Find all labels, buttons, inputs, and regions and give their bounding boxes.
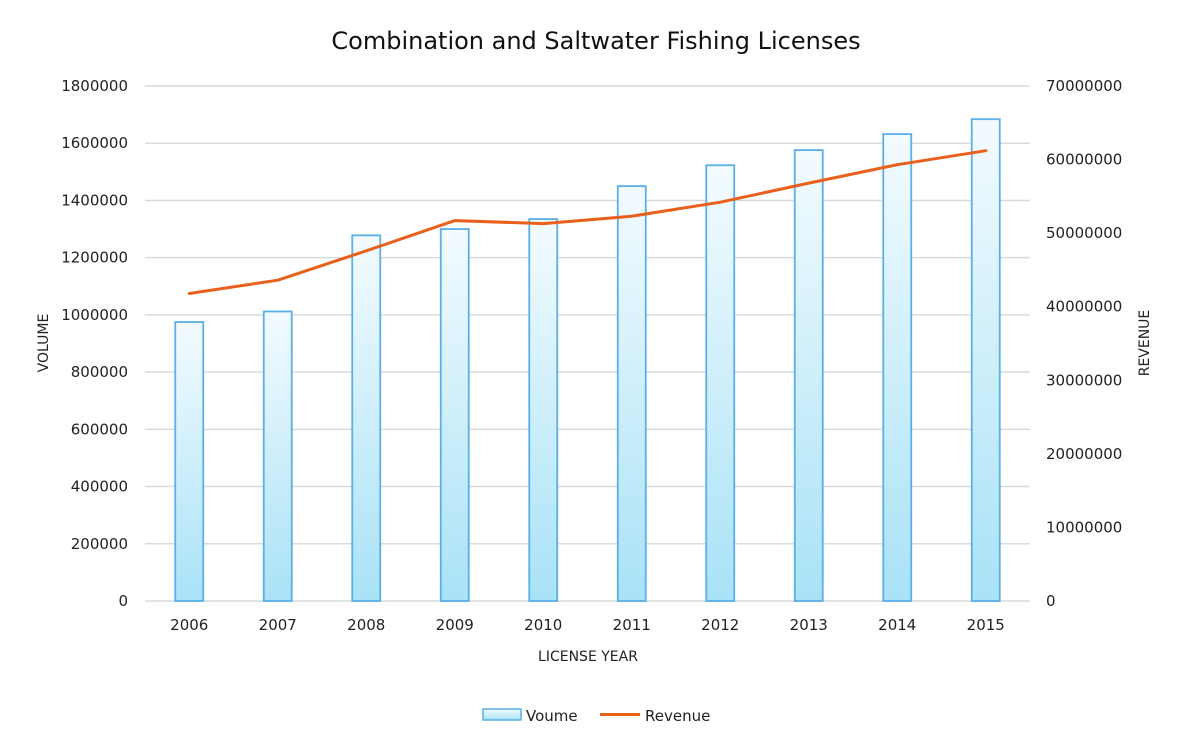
y-right-tick-label: 70000000 — [1046, 77, 1122, 95]
legend-label-volume: Voume — [526, 707, 578, 725]
x-tick-label: 2012 — [701, 616, 739, 634]
y-right-tick-label: 60000000 — [1046, 151, 1122, 169]
bar-volume-2011 — [616, 185, 647, 602]
y-left-tick-label: 200000 — [71, 535, 128, 553]
y-right-tick-label: 20000000 — [1046, 445, 1122, 463]
y-axis-left-ticks: 0 200000 400000 600000 800000 1000000 1200000 1… — [61, 77, 128, 610]
x-tick-label: 2008 — [347, 616, 385, 634]
y-right-tick-label: 40000000 — [1046, 298, 1122, 316]
x-tick-label: 2009 — [436, 616, 474, 634]
y-left-tick-label: 600000 — [71, 420, 128, 438]
legend: Voume Revenue — [482, 707, 710, 725]
y-left-tick-label: 1000000 — [61, 306, 128, 324]
y-left-tick-label: 1200000 — [61, 249, 128, 267]
x-tick-label: 2015 — [967, 616, 1005, 634]
y-axis-right-label: REVENUE — [1137, 310, 1153, 377]
bar-volume-2009 — [439, 228, 470, 602]
y-left-tick-label: 400000 — [71, 478, 128, 496]
x-tick-label: 2007 — [259, 616, 297, 634]
bar-volume-2013 — [793, 149, 824, 602]
x-tick-label: 2013 — [790, 616, 828, 634]
y-left-tick-label: 0 — [118, 592, 128, 610]
y-right-tick-label: 0 — [1046, 592, 1056, 610]
bar-volume-2008 — [351, 234, 382, 602]
bar-volume-2010 — [528, 218, 559, 602]
y-axis-right-ticks: 0 10000000 20000000 30000000 40000000 5000000… — [1046, 77, 1122, 610]
y-right-tick-label: 10000000 — [1046, 518, 1122, 536]
y-left-tick-label: 1600000 — [61, 134, 128, 152]
y-right-tick-label: 30000000 — [1046, 371, 1122, 389]
y-left-tick-label: 800000 — [71, 363, 128, 381]
bar-volume-2012 — [705, 164, 736, 602]
chart-title: Combination and Saltwater Fishing Licens… — [331, 27, 860, 55]
x-tick-label: 2014 — [878, 616, 916, 634]
revenue-line-group — [187, 149, 988, 295]
x-axis-label: LICENSE YEAR — [538, 649, 638, 665]
legend-label-revenue: Revenue — [645, 707, 710, 725]
bar-volume-2007 — [262, 310, 293, 602]
x-axis-ticks: 2006 2007 2008 2009 2010 2011 2012 2013 2014 2015 — [170, 616, 1005, 634]
y-left-tick-label: 1400000 — [61, 191, 128, 209]
x-tick-label: 2006 — [170, 616, 208, 634]
x-tick-label: 2011 — [613, 616, 651, 634]
x-tick-label: 2010 — [524, 616, 562, 634]
y-right-tick-label: 50000000 — [1046, 224, 1122, 242]
legend-swatch-volume — [482, 708, 522, 721]
y-left-tick-label: 1800000 — [61, 77, 128, 95]
bar-volume-2006 — [174, 321, 205, 602]
y-axis-left-label: VOLUME — [36, 314, 52, 373]
bar-volume-2014 — [882, 133, 913, 602]
volume-bars — [174, 118, 1001, 602]
revenue-line — [187, 149, 988, 295]
bar-volume-2015 — [970, 118, 1001, 602]
